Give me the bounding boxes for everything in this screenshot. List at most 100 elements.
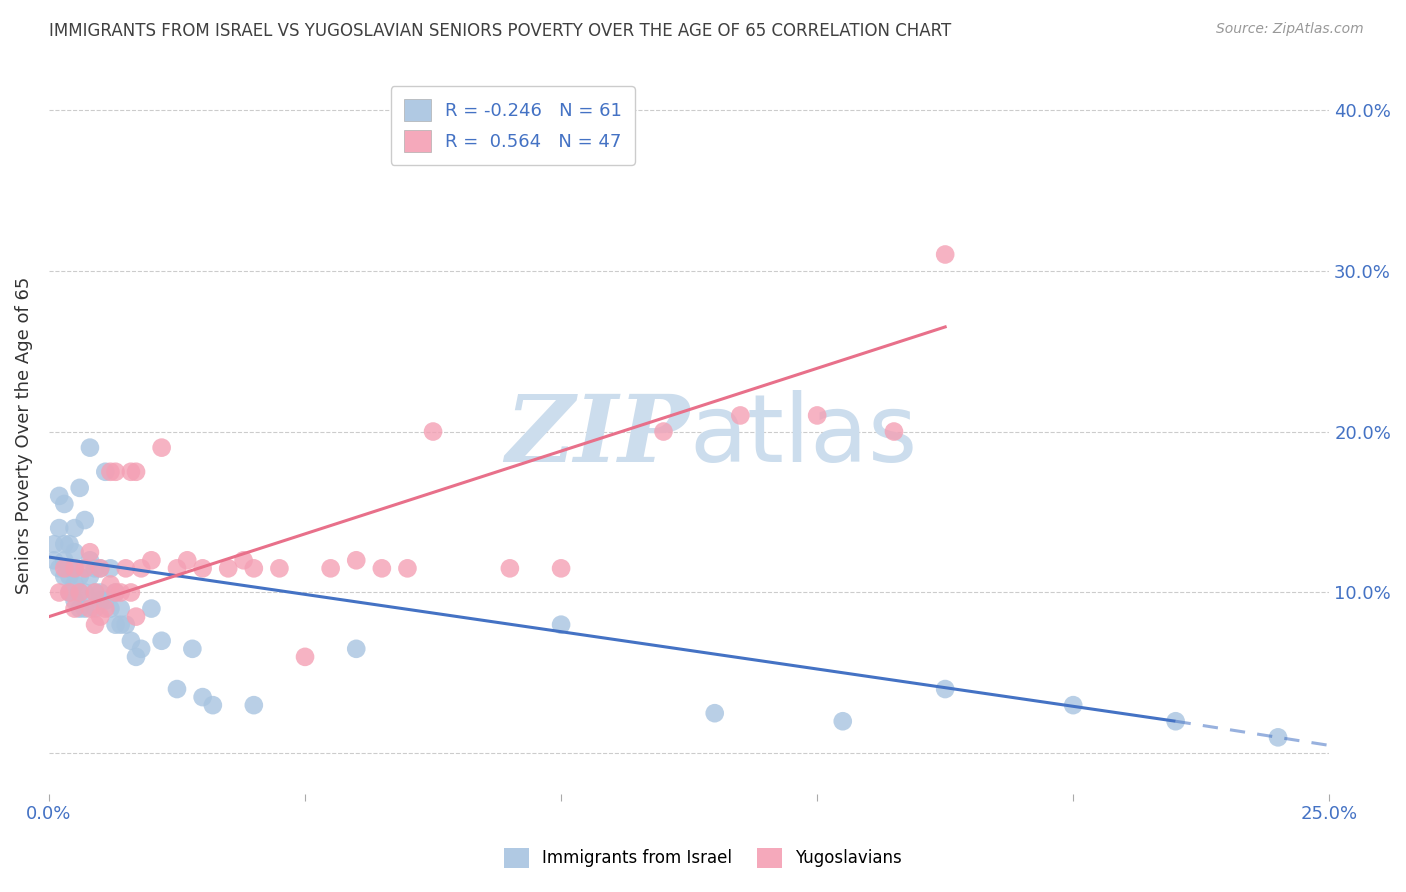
- Point: [1164, 714, 1187, 729]
- Point: [63, 593, 86, 607]
- Point: [125, 609, 148, 624]
- Point: [94, 601, 117, 615]
- Point: [120, 585, 142, 599]
- Text: Source: ZipAtlas.com: Source: ZipAtlas.com: [1216, 22, 1364, 37]
- Point: [63, 577, 86, 591]
- Point: [150, 441, 173, 455]
- Point: [84, 617, 107, 632]
- Point: [63, 521, 86, 535]
- Text: ZIP: ZIP: [505, 391, 689, 481]
- Point: [94, 593, 117, 607]
- Point: [69, 585, 91, 599]
- Point: [176, 553, 198, 567]
- Point: [217, 561, 239, 575]
- Point: [104, 617, 127, 632]
- Point: [100, 465, 122, 479]
- Point: [141, 601, 163, 615]
- Point: [58, 569, 80, 583]
- Point: [110, 617, 132, 632]
- Point: [191, 561, 214, 575]
- Point: [53, 553, 76, 567]
- Point: [499, 561, 522, 575]
- Point: [94, 465, 117, 479]
- Point: [63, 561, 86, 575]
- Point: [73, 561, 96, 575]
- Point: [934, 681, 956, 696]
- Y-axis label: Seniors Poverty Over the Age of 65: Seniors Poverty Over the Age of 65: [15, 277, 32, 594]
- Point: [129, 641, 152, 656]
- Point: [396, 561, 419, 575]
- Point: [69, 569, 91, 583]
- Point: [69, 585, 91, 599]
- Point: [934, 247, 956, 261]
- Point: [89, 593, 111, 607]
- Point: [69, 601, 91, 615]
- Point: [89, 609, 111, 624]
- Point: [48, 585, 70, 599]
- Point: [104, 465, 127, 479]
- Text: IMMIGRANTS FROM ISRAEL VS YUGOSLAVIAN SENIORS POVERTY OVER THE AGE OF 65 CORRELA: IMMIGRANTS FROM ISRAEL VS YUGOSLAVIAN SE…: [49, 22, 952, 40]
- Point: [1062, 698, 1084, 713]
- Point: [42, 537, 65, 551]
- Point: [125, 465, 148, 479]
- Point: [63, 561, 86, 575]
- Point: [58, 561, 80, 575]
- Point: [181, 641, 204, 656]
- Point: [73, 585, 96, 599]
- Point: [114, 617, 136, 632]
- Point: [806, 409, 828, 423]
- Point: [129, 561, 152, 575]
- Point: [730, 409, 752, 423]
- Point: [831, 714, 853, 729]
- Legend: Immigrants from Israel, Yugoslavians: Immigrants from Israel, Yugoslavians: [498, 841, 908, 875]
- Point: [73, 513, 96, 527]
- Point: [191, 690, 214, 705]
- Point: [79, 553, 101, 567]
- Point: [550, 561, 572, 575]
- Point: [58, 585, 80, 599]
- Point: [79, 569, 101, 583]
- Point: [120, 633, 142, 648]
- Point: [166, 561, 188, 575]
- Point: [79, 545, 101, 559]
- Point: [319, 561, 342, 575]
- Point: [104, 585, 127, 599]
- Point: [243, 561, 266, 575]
- Legend: R = -0.246   N = 61, R =  0.564   N = 47: R = -0.246 N = 61, R = 0.564 N = 47: [391, 87, 634, 165]
- Point: [141, 553, 163, 567]
- Point: [53, 569, 76, 583]
- Point: [69, 481, 91, 495]
- Point: [100, 561, 122, 575]
- Point: [243, 698, 266, 713]
- Point: [79, 441, 101, 455]
- Point: [84, 585, 107, 599]
- Point: [883, 425, 905, 439]
- Point: [42, 553, 65, 567]
- Point: [73, 601, 96, 615]
- Point: [84, 601, 107, 615]
- Point: [550, 617, 572, 632]
- Point: [269, 561, 291, 575]
- Point: [232, 553, 254, 567]
- Point: [110, 601, 132, 615]
- Point: [201, 698, 224, 713]
- Point: [100, 577, 122, 591]
- Point: [63, 601, 86, 615]
- Point: [89, 561, 111, 575]
- Point: [344, 641, 367, 656]
- Point: [652, 425, 675, 439]
- Point: [89, 585, 111, 599]
- Point: [125, 649, 148, 664]
- Point: [53, 561, 76, 575]
- Point: [100, 601, 122, 615]
- Point: [104, 585, 127, 599]
- Point: [150, 633, 173, 648]
- Point: [58, 585, 80, 599]
- Point: [110, 585, 132, 599]
- Text: atlas: atlas: [689, 390, 917, 482]
- Point: [120, 465, 142, 479]
- Point: [89, 561, 111, 575]
- Point: [166, 681, 188, 696]
- Point: [84, 561, 107, 575]
- Point: [1267, 731, 1289, 745]
